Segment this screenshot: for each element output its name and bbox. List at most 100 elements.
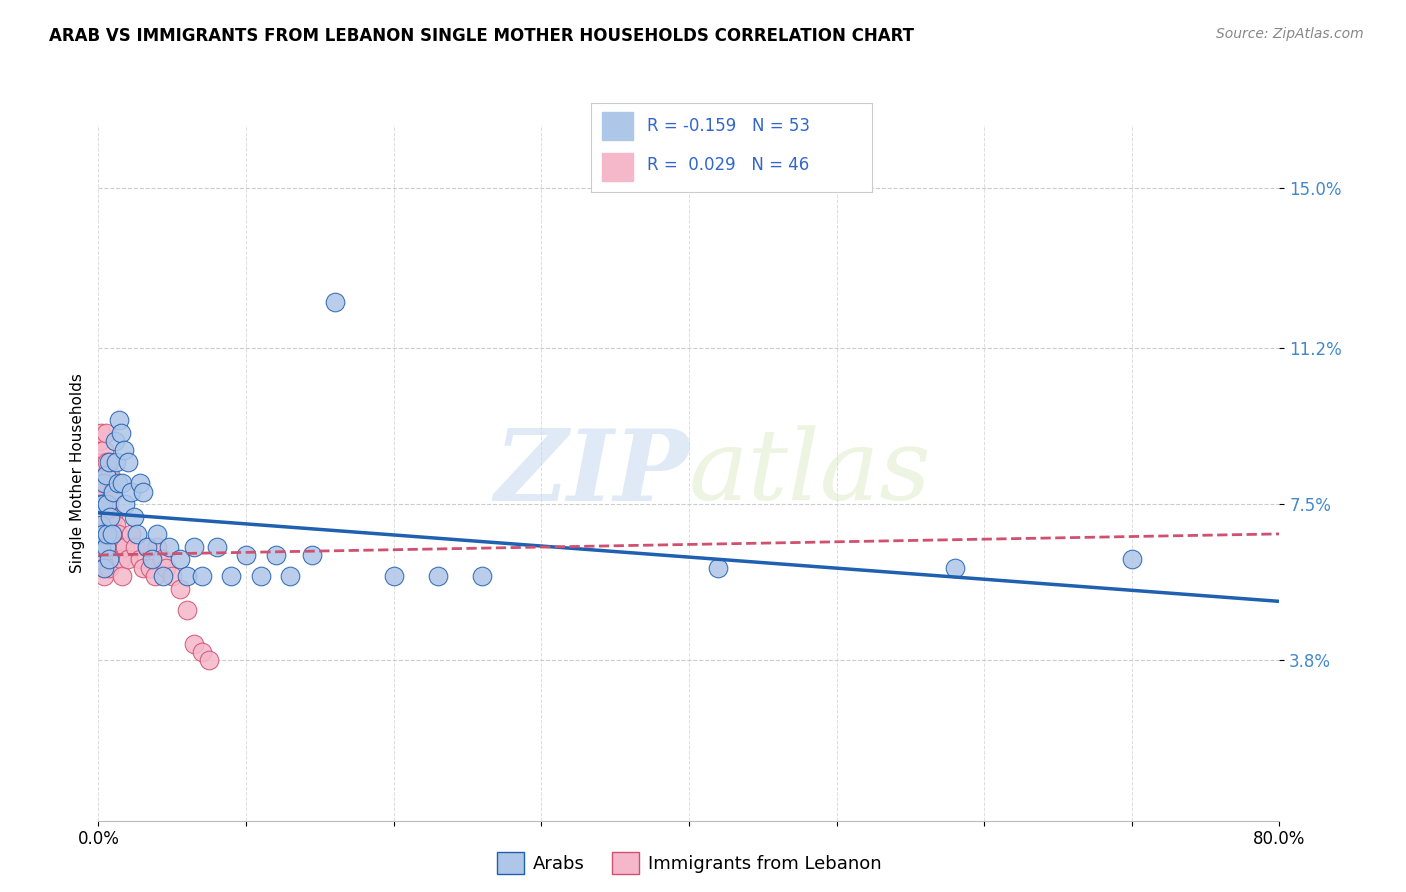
Point [93, 560, 115, 574]
Point [100, 527, 122, 541]
Point [105, 518, 128, 533]
Point [707, 560, 730, 574]
Point [105, 455, 128, 469]
Point [191, 645, 214, 659]
Point [93, 442, 115, 457]
Point [943, 560, 966, 574]
Point [90, 540, 112, 554]
Point [104, 434, 127, 449]
Point [94, 467, 117, 482]
Point [90, 425, 112, 440]
Point [150, 552, 173, 566]
Point [90, 552, 112, 566]
Point [91, 455, 114, 469]
Point [89, 476, 111, 491]
Point [139, 560, 162, 574]
Point [94, 425, 117, 440]
Point [176, 569, 198, 583]
Text: atlas: atlas [689, 425, 932, 520]
Point [110, 425, 132, 440]
Point [93, 510, 115, 524]
Point [110, 552, 132, 566]
Point [1121, 552, 1143, 566]
Point [103, 484, 125, 499]
Point [132, 560, 155, 574]
Point [301, 548, 323, 562]
Point [91, 527, 114, 541]
Point [117, 455, 139, 469]
Point [97, 497, 120, 511]
Point [191, 569, 214, 583]
Point [183, 540, 205, 554]
Point [152, 569, 174, 583]
Point [100, 484, 122, 499]
Point [91, 497, 114, 511]
Point [162, 569, 183, 583]
Point [104, 540, 127, 554]
Point [90, 484, 112, 499]
Point [96, 455, 118, 469]
Point [427, 569, 450, 583]
Point [91, 497, 114, 511]
Point [155, 560, 177, 574]
Point [89, 434, 111, 449]
Point [219, 569, 242, 583]
Bar [602, 112, 633, 140]
Legend: Arabs, Immigrants from Lebanon: Arabs, Immigrants from Lebanon [489, 845, 889, 881]
Point [89, 497, 111, 511]
Point [128, 476, 150, 491]
Point [90, 518, 112, 533]
Text: Source: ZipAtlas.com: Source: ZipAtlas.com [1216, 27, 1364, 41]
Point [128, 552, 150, 566]
Point [205, 540, 228, 554]
Point [94, 540, 117, 554]
Point [111, 476, 134, 491]
Point [98, 510, 121, 524]
Point [97, 560, 120, 574]
Point [107, 527, 129, 541]
Point [103, 510, 125, 524]
Point [143, 569, 166, 583]
Text: R = -0.159   N = 53: R = -0.159 N = 53 [647, 117, 810, 135]
Point [264, 548, 287, 562]
Point [98, 527, 121, 541]
Text: R =  0.029   N = 46: R = 0.029 N = 46 [647, 156, 808, 174]
Point [96, 527, 118, 541]
Point [96, 527, 118, 541]
Point [93, 476, 115, 491]
Point [176, 603, 198, 617]
Point [169, 582, 191, 596]
Point [235, 548, 257, 562]
Point [382, 569, 405, 583]
Text: ARAB VS IMMIGRANTS FROM LEBANON SINGLE MOTHER HOUSEHOLDS CORRELATION CHART: ARAB VS IMMIGRANTS FROM LEBANON SINGLE M… [49, 27, 914, 45]
Point [108, 413, 131, 427]
Point [117, 552, 139, 566]
Point [323, 295, 346, 310]
Point [125, 527, 148, 541]
Text: ZIP: ZIP [494, 425, 689, 521]
Point [198, 653, 221, 667]
Y-axis label: Single Mother Households: Single Mother Households [69, 373, 84, 573]
Point [278, 569, 302, 583]
Point [169, 552, 191, 566]
Point [108, 540, 131, 554]
Point [98, 467, 121, 482]
Point [93, 569, 115, 583]
Point [250, 569, 273, 583]
Bar [602, 153, 633, 181]
Point [96, 497, 118, 511]
Point [146, 527, 169, 541]
Point [124, 540, 146, 554]
Point [136, 540, 159, 554]
Point [114, 540, 136, 554]
Point [157, 540, 180, 554]
Point [136, 540, 159, 554]
Point [141, 552, 163, 566]
Point [112, 442, 135, 457]
Point [91, 560, 114, 574]
Point [132, 484, 155, 499]
Point [89, 540, 111, 554]
Point [114, 497, 136, 511]
Point [97, 552, 120, 566]
Point [94, 476, 117, 491]
